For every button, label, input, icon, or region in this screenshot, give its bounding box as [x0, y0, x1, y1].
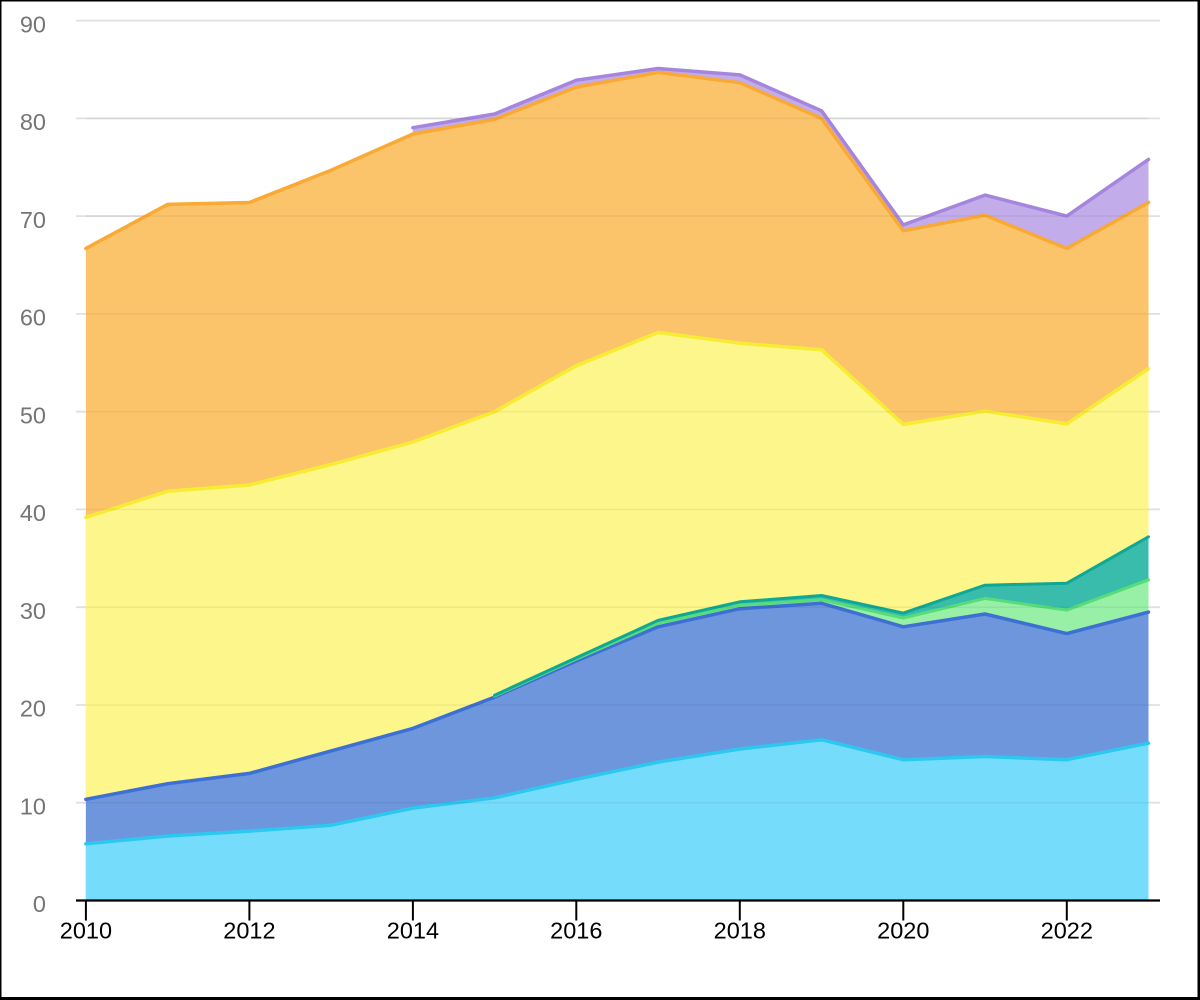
svg-text:20: 20	[20, 696, 46, 722]
svg-text:70: 70	[20, 207, 46, 233]
svg-text:2014: 2014	[387, 918, 439, 944]
svg-text:30: 30	[20, 598, 46, 624]
svg-text:2010: 2010	[60, 918, 112, 944]
svg-text:40: 40	[20, 500, 46, 526]
svg-text:10: 10	[20, 793, 46, 819]
svg-text:80: 80	[20, 109, 46, 135]
svg-text:2020: 2020	[877, 918, 929, 944]
svg-text:2022: 2022	[1041, 918, 1093, 944]
svg-text:60: 60	[20, 305, 46, 331]
svg-text:0: 0	[33, 891, 46, 917]
svg-text:2018: 2018	[714, 918, 766, 944]
svg-text:2016: 2016	[550, 918, 602, 944]
svg-text:50: 50	[20, 402, 46, 428]
svg-text:2012: 2012	[223, 918, 275, 944]
svg-text:90: 90	[20, 11, 46, 37]
